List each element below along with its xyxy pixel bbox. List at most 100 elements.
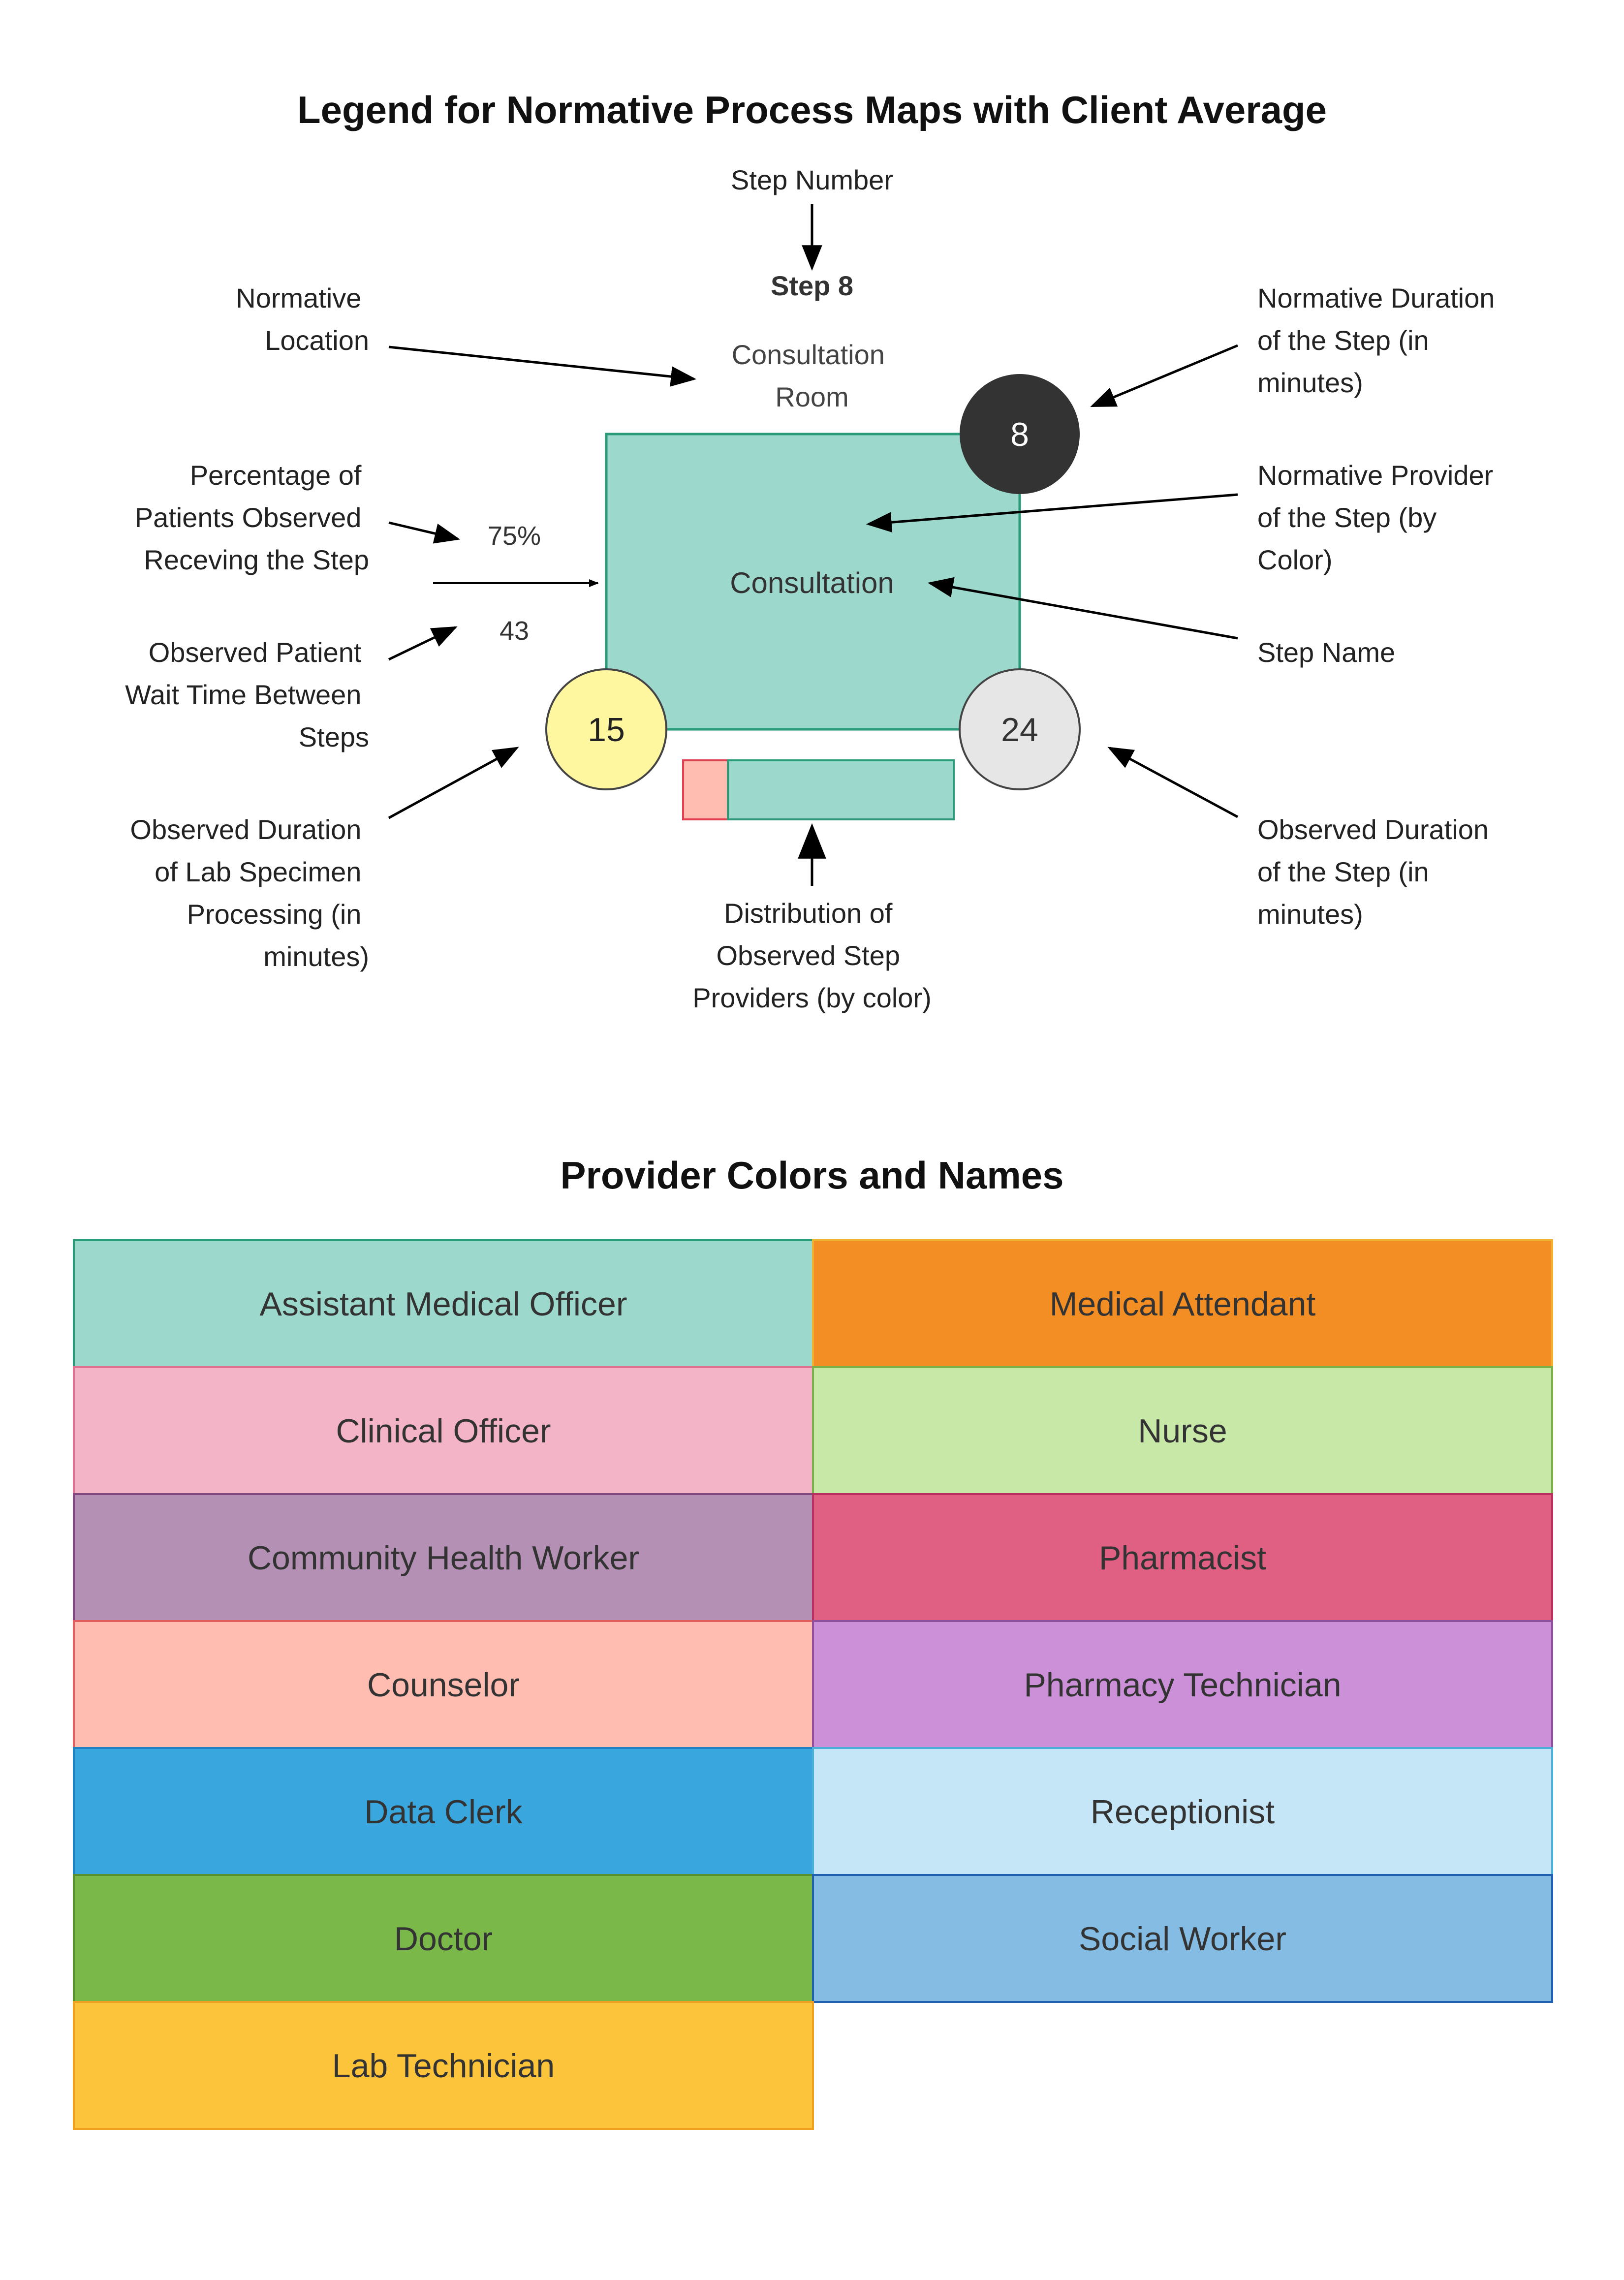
provider-name: Medical Attendant (1050, 1285, 1316, 1323)
provider-swatch: Pharmacy Technician (812, 1620, 1553, 1749)
provider-name: Pharmacist (1099, 1539, 1266, 1577)
providers-title: Provider Colors and Names (561, 1154, 1064, 1197)
step-location-line: Consultation (732, 339, 885, 370)
provider-name: Nurse (1138, 1412, 1227, 1450)
annotation-line: Wait Time Between (125, 679, 361, 710)
provider-swatch: Doctor (73, 1874, 814, 2003)
arrow-observed-duration (1107, 747, 1239, 818)
annotation-line: Distribution of (724, 898, 893, 929)
arrow-normative-duration (1090, 344, 1238, 407)
annotation-line: Percentage of (190, 460, 362, 491)
annotation-line: Patients Observed (135, 502, 362, 533)
annotation-line: Normative Duration (1257, 282, 1495, 313)
annotation-step-number: Step Number (731, 164, 893, 195)
annotation-wait-time: Observed Patient Wait Time Between Steps (125, 637, 369, 752)
provider-swatch: Medical Attendant (812, 1239, 1553, 1368)
provider-swatch-box (73, 1366, 814, 1495)
provider-swatch: Community Health Worker (73, 1493, 814, 1622)
provider-distribution-bar (682, 759, 955, 820)
annotation-line: Location (265, 325, 369, 356)
arrow-percentage (388, 521, 461, 544)
step-name: Consultation (730, 566, 894, 599)
provider-swatch-box (812, 1493, 1553, 1622)
provider-swatch-box (73, 2001, 814, 2130)
legend-title: Legend for Normative Process Maps with C… (297, 88, 1327, 131)
provider-swatch: Clinical Officer (73, 1366, 814, 1495)
annotation-line: minutes) (263, 941, 369, 972)
provider-name: Receptionist (1091, 1793, 1275, 1831)
annotation-line: Normative Provider (1257, 460, 1493, 491)
provider-name: Pharmacy Technician (1024, 1666, 1341, 1704)
annotation-line: minutes) (1257, 367, 1363, 398)
annotation-line: Step Number (731, 164, 893, 195)
provider-name: Counselor (367, 1666, 520, 1704)
annotation-normative-location: Normative Location (236, 282, 369, 356)
step-number-label: Step 8 (771, 270, 853, 301)
provider-name: Lab Technician (332, 2047, 555, 2085)
annotation-line: Providers (by color) (692, 982, 931, 1013)
provider-swatch: Counselor (73, 1620, 814, 1749)
annotation-line: Color) (1257, 544, 1332, 575)
arrow-step-name (927, 577, 1238, 640)
annotation-line: Steps (299, 721, 369, 752)
step-percentage: 75% (488, 521, 541, 551)
annotation-normative-provider: Normative Provider of the Step (by Color… (1257, 460, 1501, 575)
annotation-observed-duration: Observed Duration of the Step (in minute… (1257, 814, 1497, 930)
annotation-normative-duration: Normative Duration of the Step (in minut… (1257, 282, 1502, 398)
provider-name: Clinical Officer (336, 1412, 551, 1450)
annotation-line: minutes) (1257, 899, 1363, 930)
provider-swatch-box (812, 1874, 1553, 2003)
provider-swatch-box (73, 1620, 814, 1749)
annotation-distribution: Distribution of Observed Step Providers … (692, 898, 931, 1013)
provider-name: Doctor (394, 1920, 493, 1958)
provider-swatch: Pharmacist (812, 1493, 1553, 1622)
annotation-line: Step Name (1257, 637, 1395, 668)
provider-swatch-box (73, 1239, 814, 1368)
observed-duration-circle (959, 668, 1081, 790)
arrow-normative-location (388, 345, 697, 387)
provider-swatch-box (73, 1747, 814, 1876)
provider-swatch: Lab Technician (73, 2001, 814, 2130)
annotation-line: Observed Patient (149, 637, 362, 668)
arrow-lab-duration (388, 747, 519, 819)
annotation-line: of the Step (in (1257, 325, 1429, 356)
normative-duration-value: 8 (1010, 416, 1029, 453)
annotation-lab-duration: Observed Duration of Lab Specimen Proces… (130, 814, 369, 972)
provider-swatch-box (812, 1366, 1553, 1495)
annotation-line: of the Step (in (1257, 856, 1429, 887)
provider-name: Data Clerk (364, 1793, 523, 1831)
provider-name: Social Worker (1079, 1920, 1286, 1958)
provider-swatch: Nurse (812, 1366, 1553, 1495)
annotation-line: Processing (in (187, 899, 362, 930)
provider-swatch: Social Worker (812, 1874, 1553, 2003)
annotation-line: Observed Duration (1257, 814, 1489, 845)
provider-name: Assistant Medical Officer (259, 1285, 627, 1323)
provider-swatch-box (812, 1239, 1553, 1368)
distribution-segment (727, 759, 955, 820)
observed-duration-value: 24 (1001, 711, 1038, 749)
annotation-step-name: Step Name (1257, 637, 1395, 668)
lab-duration-value: 15 (588, 711, 625, 749)
step-location-line: Room (775, 381, 848, 412)
provider-swatch-box (73, 1874, 814, 2003)
provider-swatch: Data Clerk (73, 1747, 814, 1876)
annotation-line: Observed Duration (130, 814, 361, 845)
arrow-normative-provider (866, 493, 1238, 533)
lab-duration-circle (545, 668, 667, 790)
annotation-line: Observed Step (716, 940, 900, 971)
annotation-line: of Lab Specimen (155, 856, 361, 887)
annotation-line: of the Step (by (1257, 502, 1437, 533)
annotation-line: Receving the Step (144, 544, 369, 575)
provider-swatch: Assistant Medical Officer (73, 1239, 814, 1368)
arrow-wait-time (388, 626, 458, 661)
annotation-line: Normative (236, 282, 361, 313)
step-wait-time: 43 (500, 616, 529, 646)
provider-swatch: Receptionist (812, 1747, 1553, 1876)
annotation-percentage: Percentage of Patients Observed Receving… (135, 460, 369, 575)
providers-grid: Assistant Medical Officer Medical Attenda… (73, 1239, 1553, 2130)
step-location: Consultation Room (732, 339, 893, 412)
distribution-segment (682, 759, 729, 820)
provider-swatch-box (812, 1620, 1553, 1749)
normative-duration-circle (960, 374, 1080, 494)
